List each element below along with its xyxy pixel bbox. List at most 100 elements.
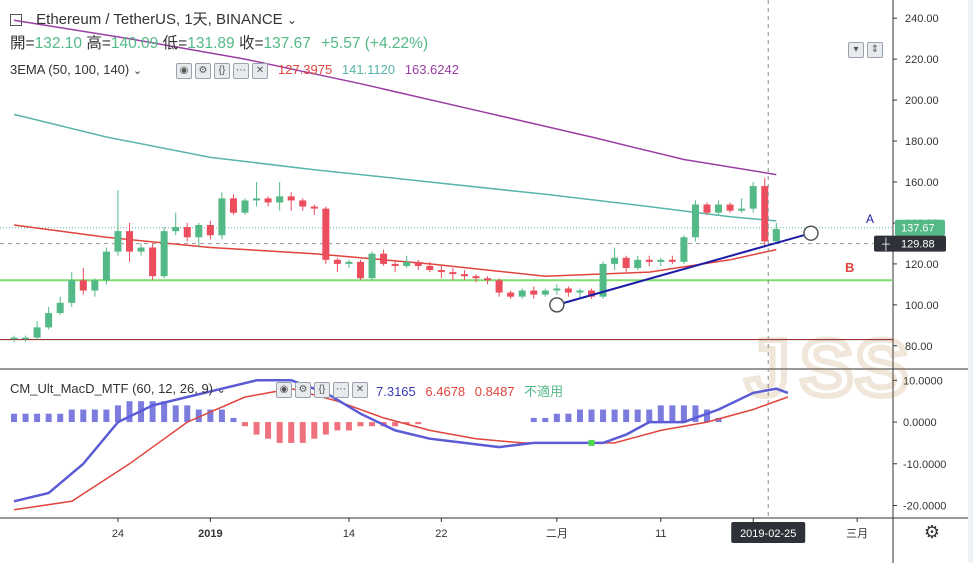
macd-value: 7.3165 <box>376 384 416 399</box>
histogram-bar <box>80 409 87 423</box>
price-tick-label: 240.00 <box>905 13 939 25</box>
histogram-bar <box>576 409 583 423</box>
eye-icon[interactable]: ◉ <box>176 63 192 79</box>
candle-body <box>426 265 434 271</box>
ema-controls: ◉ ⚙ {} ⋯ ✕ <box>176 63 268 79</box>
more-icon[interactable]: ⋯ <box>333 382 349 398</box>
braces-icon[interactable]: {} <box>214 63 230 79</box>
histogram-bar <box>68 409 75 423</box>
ohlc-row: 開=132.10 高=140.09 低=131.89 收=137.67 +5.5… <box>10 35 429 52</box>
collapse-pane-icon[interactable]: ▾ <box>848 42 864 58</box>
maximize-pane-icon[interactable]: ⇕ <box>867 42 883 58</box>
candle-body <box>91 280 99 291</box>
candle-body <box>114 231 122 252</box>
ema-values: 127.3975 141.1120 163.6242 <box>278 62 459 77</box>
crosshair-plus-icon[interactable]: ┼ <box>881 237 890 252</box>
braces-icon[interactable]: {} <box>314 382 330 398</box>
price-tick-label: 200.00 <box>905 95 939 107</box>
trendline-anchor-end[interactable] <box>803 225 819 241</box>
macd-line <box>13 379 789 503</box>
histogram-bar <box>357 422 364 427</box>
ema-indicator-label[interactable]: 3EMA (50, 100, 140) <box>10 62 130 77</box>
close-icon[interactable]: ✕ <box>252 63 268 79</box>
collapse-square-icon[interactable] <box>10 14 22 27</box>
histogram-bar <box>126 401 133 423</box>
macd-tick-label: -10.0000 <box>903 459 946 471</box>
histogram-bar <box>334 422 341 431</box>
gear-icon[interactable]: ⚙ <box>195 63 211 79</box>
candle-body <box>588 290 595 297</box>
histogram-bar <box>403 422 410 425</box>
cross-marker <box>588 439 595 446</box>
histogram-bar <box>392 422 399 427</box>
price-tick-label: 80.00 <box>905 341 933 353</box>
pair-symbol-link[interactable]: Ethereum / TetherUS, 1天, BINANCE <box>36 11 283 28</box>
macd-indicator-label[interactable]: CM_Ult_MacD_MTF (60, 12, 26, 9) <box>10 381 214 396</box>
time-tick-label: 22 <box>435 528 447 540</box>
candle-body <box>564 288 572 293</box>
cursor-price-badge <box>874 235 946 252</box>
histogram-bar <box>542 417 549 423</box>
histogram-bar <box>565 413 572 423</box>
candle-body <box>22 337 30 340</box>
settings-gear-icon[interactable]: ⚙ <box>924 522 940 542</box>
candle-body <box>68 280 76 303</box>
histogram-bar <box>34 413 41 423</box>
histogram-bar <box>91 409 98 423</box>
histogram-bar <box>692 405 699 423</box>
candle-body <box>218 198 226 236</box>
candle-body <box>172 227 180 232</box>
trendline-anchor-start[interactable] <box>549 297 565 313</box>
price-tick-label: 180.00 <box>905 136 939 148</box>
histogram-bar <box>114 405 121 423</box>
gear-icon[interactable]: ⚙ <box>295 382 311 398</box>
chevron-down-icon[interactable]: ⌄ <box>132 65 143 77</box>
macd-tick-label: 10.0000 <box>903 375 943 387</box>
candle-body <box>449 272 457 275</box>
histogram-bar <box>657 405 664 423</box>
candle-body <box>772 229 780 242</box>
chevron-down-icon[interactable]: ⌄ <box>216 384 226 396</box>
histogram-bar <box>345 422 352 431</box>
histogram-bar <box>45 413 52 423</box>
candle-body <box>322 208 330 260</box>
trendline[interactable] <box>556 232 812 306</box>
candle-body <box>357 261 364 279</box>
candle-body <box>530 290 538 295</box>
histogram-bar <box>588 409 595 423</box>
annotation-a: A <box>866 212 874 226</box>
close-icon[interactable]: ✕ <box>352 382 368 398</box>
time-tick-label: 11 <box>655 528 666 540</box>
eye-icon[interactable]: ◉ <box>276 382 292 398</box>
candle-body <box>345 261 353 264</box>
histogram-bar <box>415 422 422 425</box>
ema140-line <box>13 19 777 176</box>
histogram-bar <box>553 413 560 423</box>
histogram-bar <box>22 413 29 423</box>
histogram-bar <box>103 409 110 423</box>
candle-body <box>160 231 168 277</box>
price-tick-label: 120.00 <box>905 259 939 271</box>
candle-body <box>657 259 665 262</box>
histogram-bar <box>218 409 225 423</box>
high-label: 高 <box>86 35 102 52</box>
histogram-bar <box>322 422 329 435</box>
candle-body <box>102 251 110 281</box>
right-scrollbar[interactable] <box>968 0 973 563</box>
high-value: 140.09 <box>110 35 159 52</box>
low-label: 低 <box>162 35 179 52</box>
more-icon[interactable]: ⋯ <box>233 63 249 79</box>
open-value: 132.10 <box>34 35 82 52</box>
histogram-bar <box>369 422 376 427</box>
candle-body <box>45 313 53 328</box>
watermark-glyph: S <box>855 323 908 412</box>
histogram-bar <box>242 422 248 427</box>
histogram-bar <box>634 409 641 423</box>
histogram-bar <box>11 413 17 423</box>
histogram-bar <box>184 405 191 423</box>
chevron-down-icon[interactable]: ⌄ <box>286 13 297 27</box>
candle-body <box>287 196 295 201</box>
candle-body <box>183 227 191 238</box>
